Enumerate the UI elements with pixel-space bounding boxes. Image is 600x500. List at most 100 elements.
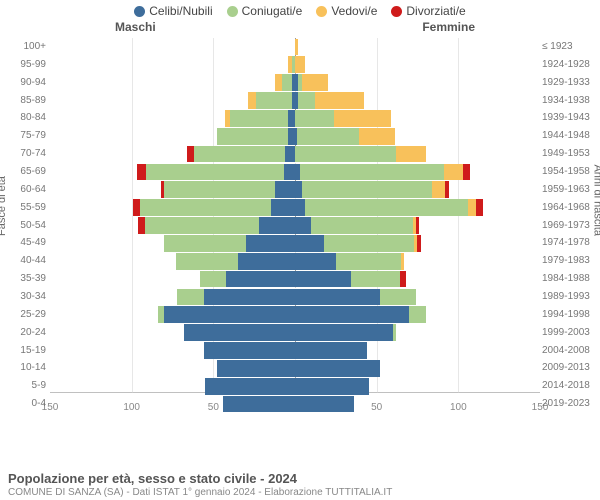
- column-headers: Maschi Femmine: [0, 20, 600, 38]
- birth-year-label: 1924-1928: [542, 56, 598, 74]
- male-bar: [50, 342, 295, 359]
- male-bar: [50, 289, 295, 306]
- bar-segment: [194, 146, 285, 163]
- age-row: 50-541969-1973: [50, 217, 540, 235]
- bar-segment: [295, 289, 380, 306]
- male-bar: [50, 110, 295, 127]
- female-header: Femmine: [422, 20, 475, 34]
- chart-footer: Popolazione per età, sesso e stato civil…: [8, 471, 592, 498]
- male-header: Maschi: [115, 20, 156, 34]
- bar-segment: [444, 164, 464, 181]
- female-bar: [295, 128, 540, 145]
- chart-title: Popolazione per età, sesso e stato civil…: [8, 471, 592, 486]
- bar-segment: [248, 92, 256, 109]
- bar-segment: [295, 235, 324, 252]
- bar-segment: [238, 253, 295, 270]
- legend-swatch: [134, 6, 145, 17]
- female-bar: [295, 289, 540, 306]
- age-label: 15-19: [4, 342, 46, 360]
- population-pyramid-chart: Celibi/Nubili Coniugati/e Vedovi/e Divorzia…: [0, 0, 600, 500]
- age-label: 55-59: [4, 199, 46, 217]
- birth-year-label: ≤ 1923: [542, 38, 598, 56]
- bar-segment: [140, 199, 271, 216]
- bar-segment: [300, 164, 444, 181]
- male-bar: [50, 235, 295, 252]
- male-bar: [50, 253, 295, 270]
- male-bar: [50, 181, 295, 198]
- age-label: 10-14: [4, 359, 46, 377]
- bar-segment: [200, 271, 226, 288]
- female-bar: [295, 324, 540, 341]
- age-label: 30-34: [4, 288, 46, 306]
- bar-segment: [164, 235, 246, 252]
- bar-segment: [137, 164, 147, 181]
- bar-segment: [305, 199, 468, 216]
- bar-segment: [282, 74, 292, 91]
- age-row: 70-741949-1953: [50, 145, 540, 163]
- legend-label: Divorziati/e: [406, 4, 465, 18]
- legend-item: Celibi/Nubili: [134, 4, 212, 18]
- bar-segment: [295, 360, 380, 377]
- birth-year-label: 1974-1978: [542, 234, 598, 252]
- age-label: 40-44: [4, 252, 46, 270]
- birth-year-label: 1994-1998: [542, 306, 598, 324]
- birth-year-label: 2009-2013: [542, 359, 598, 377]
- male-bar: [50, 74, 295, 91]
- male-bar: [50, 128, 295, 145]
- bar-segment: [295, 378, 369, 395]
- age-row: 15-192004-2008: [50, 342, 540, 360]
- female-bar: [295, 217, 540, 234]
- female-bar: [295, 199, 540, 216]
- age-label: 70-74: [4, 145, 46, 163]
- bar-segment: [380, 289, 416, 306]
- legend-label: Vedovi/e: [331, 4, 377, 18]
- birth-year-label: 1979-1983: [542, 252, 598, 270]
- legend-item: Coniugati/e: [227, 4, 303, 18]
- bar-segment: [145, 217, 259, 234]
- birth-year-label: 1929-1933: [542, 74, 598, 92]
- age-label: 65-69: [4, 163, 46, 181]
- female-bar: [295, 306, 540, 323]
- female-bar: [295, 92, 540, 109]
- male-bar: [50, 396, 295, 413]
- female-bar: [295, 146, 540, 163]
- birth-year-label: 2004-2008: [542, 342, 598, 360]
- female-bar: [295, 181, 540, 198]
- bar-segment: [359, 128, 395, 145]
- birth-year-label: 1969-1973: [542, 217, 598, 235]
- age-row: 100+≤ 1923: [50, 38, 540, 56]
- male-bar: [50, 360, 295, 377]
- legend-swatch: [227, 6, 238, 17]
- bar-segment: [476, 199, 483, 216]
- bar-segment: [284, 164, 295, 181]
- age-row: 60-641959-1963: [50, 181, 540, 199]
- bar-segment: [271, 199, 296, 216]
- bar-segment: [468, 199, 476, 216]
- female-bar: [295, 39, 540, 56]
- birth-year-label: 1989-1993: [542, 288, 598, 306]
- bar-segment: [334, 110, 391, 127]
- male-bar: [50, 164, 295, 181]
- bar-segment: [204, 289, 295, 306]
- bar-segment: [315, 92, 364, 109]
- female-bar: [295, 74, 540, 91]
- age-label: 25-29: [4, 306, 46, 324]
- bar-segment: [416, 217, 419, 234]
- legend-label: Coniugati/e: [242, 4, 303, 18]
- male-bar: [50, 217, 295, 234]
- bar-segment: [295, 146, 396, 163]
- bar-segment: [295, 324, 393, 341]
- bar-segment: [302, 74, 328, 91]
- male-bar: [50, 378, 295, 395]
- age-label: 35-39: [4, 270, 46, 288]
- birth-year-label: 1959-1963: [542, 181, 598, 199]
- bar-segment: [417, 235, 420, 252]
- age-row: 55-591964-1968: [50, 199, 540, 217]
- bar-segment: [351, 271, 400, 288]
- age-row: 80-841939-1943: [50, 109, 540, 127]
- bar-segment: [295, 396, 354, 413]
- female-bar: [295, 110, 540, 127]
- bar-segment: [223, 396, 295, 413]
- bar-segment: [295, 217, 311, 234]
- male-bar: [50, 271, 295, 288]
